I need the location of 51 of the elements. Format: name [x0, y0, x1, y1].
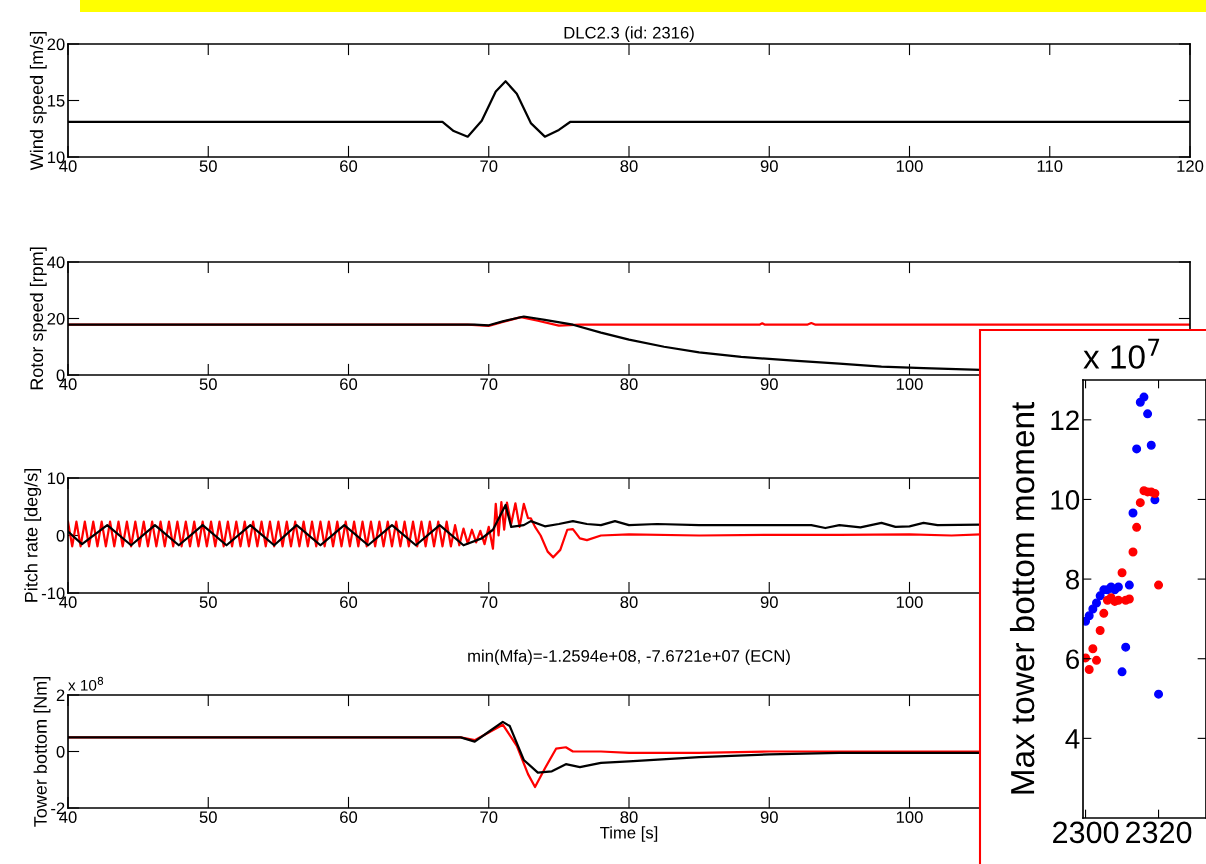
y-tick-label: 15	[47, 95, 65, 107]
y-tick-label: 12	[1051, 410, 1079, 430]
x-tick-label: 90	[760, 160, 778, 173]
x-tick-label: 2300	[1053, 821, 1119, 844]
y-axis-title: Wind speed [m/s]	[29, 32, 47, 171]
y-axis-title: Rotor speed [rpm]	[29, 247, 47, 390]
y-tick-label: 40	[47, 256, 65, 269]
x-tick-label: 100	[896, 596, 923, 609]
y-tick-label: 4	[1065, 729, 1080, 749]
x-tick-label: 70	[480, 378, 498, 391]
x-tick-label: 60	[340, 811, 358, 824]
text: x 10$^{8}$	[68, 676, 104, 691]
x-tick-label: 90	[760, 378, 778, 391]
x-tick-label: 100	[896, 811, 923, 824]
x-tick-label: 70	[480, 596, 498, 609]
x-tick-label: 80	[620, 596, 638, 609]
y-tick-label: 0	[56, 745, 65, 758]
x-tick-label: 120	[1177, 160, 1204, 173]
x-tick-label: 2320	[1126, 821, 1192, 844]
annotation: x 10$^{7}$	[1083, 338, 1160, 369]
x-tick-label: 70	[480, 811, 498, 824]
x-tick-label: 90	[760, 811, 778, 824]
x-tick-label: 60	[340, 160, 358, 173]
y-axis-title: Tower bottom [Nm]	[33, 677, 51, 827]
chart-title: DLC2.3 (id: 2316)	[564, 26, 694, 42]
x-tick-label: 80	[620, 378, 638, 391]
x-tick-label: 50	[199, 160, 217, 173]
x-tick-label: 50	[199, 811, 217, 824]
y-tick-label: 0	[56, 529, 65, 542]
y-tick-label: 10	[47, 472, 65, 485]
y-tick-label: 2	[56, 689, 65, 702]
x-tick-label: 90	[760, 596, 778, 609]
x-tick-label: 80	[620, 811, 638, 824]
y-axis-title: Pitch rate [deg/s]	[24, 469, 42, 602]
x-tick-label: 80	[620, 160, 638, 173]
y-tick-label: 6	[1066, 649, 1079, 670]
y-tick-label: 10	[1051, 490, 1080, 510]
x-tick-label: 70	[480, 160, 498, 173]
x-tick-label: 100	[896, 378, 923, 391]
x-tick-label: 110	[1037, 160, 1063, 173]
x-tick-label: 60	[340, 596, 358, 609]
y-tick-label: 20	[47, 38, 65, 51]
x-tick-label: 50	[199, 378, 217, 391]
y-tick-label: 8	[1065, 569, 1080, 590]
y-axis-title: Max tower bottom moment	[1009, 401, 1035, 794]
x-tick-label: 60	[340, 378, 358, 391]
x-tick-label: 100	[896, 160, 923, 173]
y-tick-label: 20	[47, 312, 65, 325]
x-axis-title: Time [s]	[600, 826, 658, 842]
x-tick-label: 50	[199, 596, 217, 609]
chart-title: min(Mfa)=-1.2594e+08, -7.6721e+07 (ECN)	[468, 649, 790, 666]
